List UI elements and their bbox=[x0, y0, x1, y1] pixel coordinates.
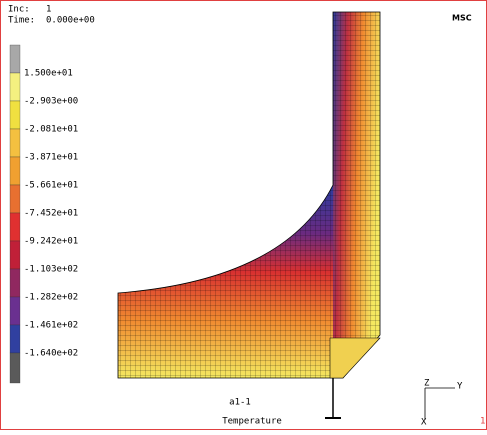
inc-label: Inc: bbox=[8, 5, 30, 15]
legend-label: -1.461e+02 bbox=[24, 321, 78, 331]
legend-band bbox=[9, 296, 21, 326]
logo: MSC bbox=[452, 14, 472, 23]
legend-label: -7.452e+01 bbox=[24, 209, 78, 219]
legend-band bbox=[9, 156, 21, 186]
legend-label: 1.500e+01 bbox=[24, 69, 73, 79]
legend-label: -2.081e+01 bbox=[24, 125, 78, 135]
legend-label: -9.242e+01 bbox=[24, 237, 78, 247]
legend-band bbox=[9, 352, 21, 384]
legend-band bbox=[9, 184, 21, 214]
legend-band bbox=[9, 72, 21, 102]
legend-band bbox=[9, 268, 21, 298]
legend-label: -3.871e+01 bbox=[24, 153, 78, 163]
legend-label: -1.103e+02 bbox=[24, 265, 78, 275]
triad-y: Y bbox=[457, 382, 463, 392]
legend-label: -2.903e+00 bbox=[24, 97, 78, 107]
legend-band bbox=[9, 324, 21, 354]
legend-label: -1.640e+02 bbox=[24, 349, 78, 359]
time-value: 0.000e+00 bbox=[46, 16, 95, 26]
mesh-model bbox=[117, 11, 381, 419]
legend-band bbox=[9, 212, 21, 242]
variable-name: Temperature bbox=[222, 417, 282, 427]
time-label: Time: bbox=[8, 16, 35, 26]
window-number: 1 bbox=[480, 417, 485, 427]
job-name: a1-1 bbox=[229, 398, 251, 408]
legend-band bbox=[9, 240, 21, 270]
legend-band bbox=[9, 44, 21, 74]
legend-label: -5.661e+01 bbox=[24, 181, 78, 191]
triad-z: Z bbox=[424, 379, 430, 389]
triad-x: X bbox=[421, 418, 427, 428]
axis-triad: Z Y X bbox=[421, 379, 463, 428]
legend-band bbox=[9, 100, 21, 130]
inc-value: 1 bbox=[46, 5, 51, 15]
legend-label: -1.282e+02 bbox=[24, 293, 78, 303]
color-legend: 1.500e+01 -2.903e+00 -2.081e+01 -3.871e+01 -… bbox=[9, 44, 78, 384]
legend-band bbox=[9, 128, 21, 158]
